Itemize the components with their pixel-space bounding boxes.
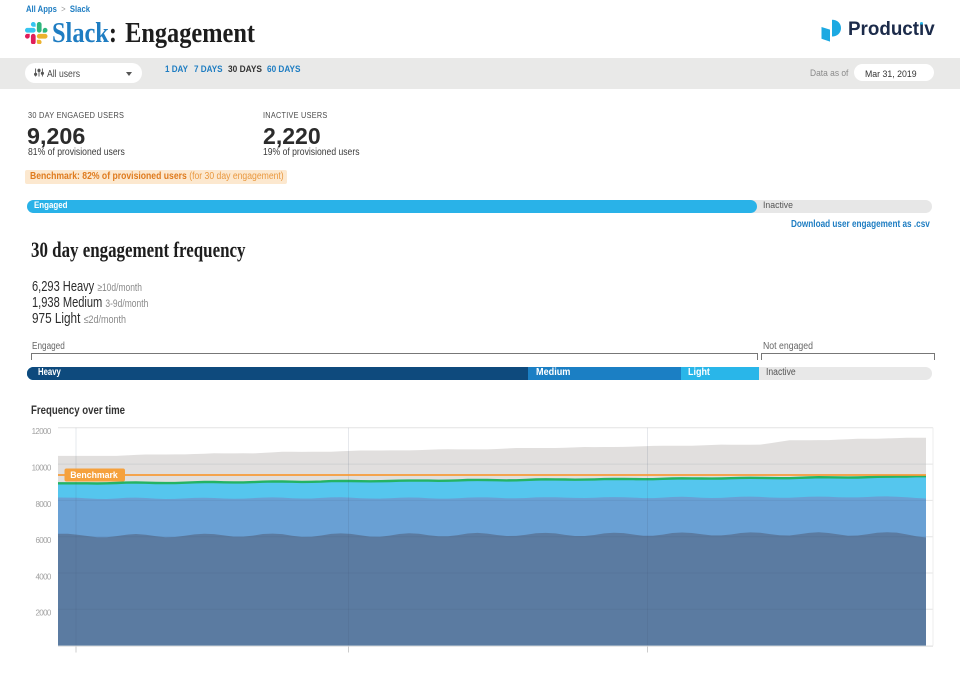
svg-text:Benchmark: Benchmark	[70, 470, 118, 480]
svg-text:6000: 6000	[36, 536, 52, 545]
svg-text:10000: 10000	[32, 464, 52, 473]
svg-text:8000: 8000	[36, 500, 52, 509]
svg-text:4000: 4000	[36, 572, 52, 581]
svg-text:2000: 2000	[36, 609, 52, 618]
svg-text:12000: 12000	[32, 427, 52, 436]
